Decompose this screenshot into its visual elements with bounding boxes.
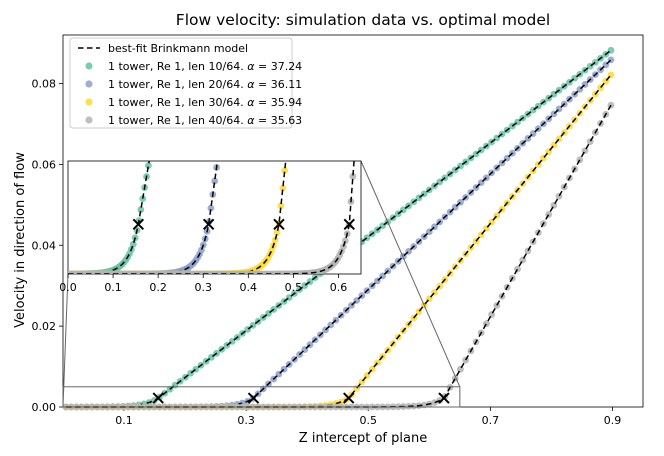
inset-data-point	[207, 204, 215, 212]
legend-alpha-symbol: α	[247, 78, 255, 91]
legend-series-swatch	[85, 80, 93, 88]
legend-alpha-symbol: α	[247, 96, 255, 109]
y-tick-label: 0.04	[32, 239, 57, 252]
onset-marker	[247, 392, 260, 404]
x-tick-label: 0.7	[482, 414, 500, 427]
inset-content	[68, 161, 357, 274]
inset-onset-marker	[273, 218, 285, 230]
y-tick-label: 0.00	[32, 401, 57, 414]
legend-series-swatch	[85, 116, 93, 124]
legend-model-label: best-fit Brinkmann model	[108, 42, 248, 55]
inset-data-point	[211, 177, 219, 185]
data-point	[519, 256, 527, 264]
zoom-region	[62, 160, 461, 408]
data-point	[431, 399, 438, 407]
y-tick-label: 0.06	[32, 158, 57, 171]
y-tick-label: 0.02	[32, 320, 57, 333]
legend-series-label: 1 tower, Re 1, len 40/64. α = 35.63	[108, 114, 302, 127]
data-point	[524, 247, 532, 255]
chart-title: Flow velocity: simulation data vs. optim…	[176, 11, 550, 29]
legend-alpha-symbol: α	[247, 114, 255, 127]
legend-series-label: 1 tower, Re 1, len 10/64. α = 37.24	[108, 60, 302, 73]
inset-data-point	[137, 206, 145, 213]
x-tick-label: 0.9	[604, 414, 622, 427]
x-tick-label: 0.5	[360, 414, 378, 427]
inset-series-group	[68, 161, 357, 274]
inset-x-tick-label: 0.6	[330, 281, 348, 294]
data-point	[555, 192, 563, 200]
legend-alpha-value: = 35.63	[254, 114, 302, 127]
data-point	[576, 156, 584, 164]
inset-data-point	[281, 167, 289, 174]
x-tick-label: 0.3	[237, 414, 255, 427]
inset-data-point	[341, 237, 349, 245]
onset-marker	[152, 392, 164, 404]
data-point	[545, 211, 553, 218]
legend-alpha-value: = 37.24	[254, 60, 302, 73]
data-point	[550, 201, 558, 209]
inset-onset-marker	[343, 218, 355, 230]
legend-alpha-symbol: α	[247, 60, 255, 73]
onset-marker	[438, 392, 450, 404]
inset-x-tick-label: 0.5	[285, 281, 303, 294]
inset-onset-marker	[202, 218, 215, 230]
inset-data-point	[277, 202, 285, 210]
inset-x-tick-label: 0.3	[194, 281, 212, 294]
legend-series-label: 1 tower, Re 1, len 30/64. α = 35.94	[108, 96, 302, 109]
y-tick-label: 0.08	[32, 78, 57, 91]
legend: best-fit Brinkmann model 1 tower, Re 1, l…	[69, 37, 302, 129]
inset-x-tick-label: 0.1	[104, 281, 122, 294]
inset-x-tick-label: 0.2	[149, 281, 167, 294]
inset-data-point	[279, 184, 287, 192]
data-point	[337, 398, 345, 406]
legend-frame	[69, 37, 293, 129]
inset-data-point	[129, 240, 137, 248]
legend-alpha-value: = 35.94	[254, 96, 302, 109]
x-axis-label: Z intercept of plane	[299, 431, 427, 446]
zoom-connector-left	[62, 273, 69, 408]
legend-series-swatch	[85, 98, 93, 106]
inset-onset-marker	[132, 218, 145, 230]
data-point	[488, 311, 495, 318]
inset-x-tick-label: 0.0	[59, 281, 77, 294]
data-point	[581, 147, 589, 155]
data-point	[483, 320, 490, 328]
series-group	[62, 101, 615, 411]
inset-data-point	[271, 236, 279, 244]
onset-marker	[343, 392, 355, 404]
legend-series-text: 1 tower, Re 1, len 20/64.	[108, 78, 247, 91]
data-point	[586, 138, 594, 146]
inset-data-point	[349, 172, 357, 180]
legend-series-label: 1 tower, Re 1, len 20/64. α = 36.11	[108, 78, 302, 91]
y-axis-label: Velocity in direction of flow	[13, 152, 28, 328]
inset-x-tick-label: 0.4	[240, 281, 258, 294]
inset-data-point	[273, 229, 281, 236]
data-point	[514, 265, 521, 273]
legend-series-text: 1 tower, Re 1, len 10/64.	[108, 60, 247, 73]
data-point	[493, 302, 501, 309]
legend-alpha-value: = 36.11	[254, 78, 302, 91]
zoom-connector-right	[360, 160, 461, 387]
x-tick-label: 0.1	[115, 414, 133, 427]
inset-data-point	[145, 162, 152, 169]
data-point	[457, 365, 464, 373]
legend-series-swatch	[85, 62, 93, 70]
legend-series-text: 1 tower, Re 1, len 30/64.	[108, 96, 247, 109]
data-point	[410, 402, 418, 410]
inset-plot-area: 0.0 0.1 0.2 0.3 0.4 0.5 0.6	[59, 160, 362, 294]
legend-series-text: 1 tower, Re 1, len 40/64.	[108, 114, 247, 127]
